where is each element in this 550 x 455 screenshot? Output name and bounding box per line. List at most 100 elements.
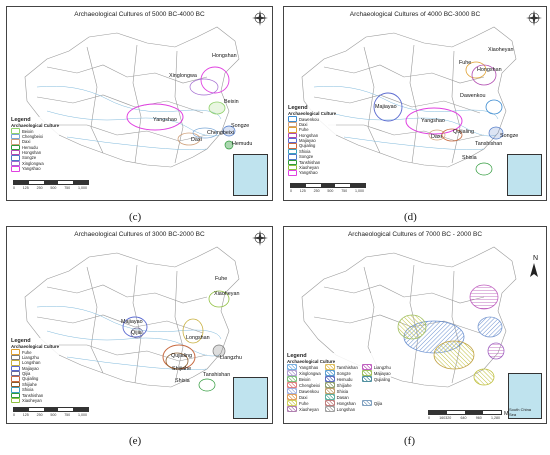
- inset-south-china-sea: South China Sea: [508, 373, 542, 419]
- scale-tick-label: 750: [341, 188, 348, 193]
- legend-item: Liangzhu: [361, 364, 391, 371]
- legend-swatch: [324, 400, 335, 407]
- legend-item-label: Tanshishan: [22, 392, 44, 398]
- legend-item-label: Daxi: [299, 121, 308, 127]
- legend-item-label: Liangzhu: [373, 364, 391, 370]
- legend-item: Qujialing: [288, 143, 336, 149]
- legend-item: Songze: [324, 370, 358, 377]
- legend-item: Qijia: [11, 370, 59, 377]
- legend-item: Shixia: [11, 387, 59, 393]
- legend-subtitle: Archaeological Culture: [288, 111, 337, 116]
- map-label-daxi: Daxi: [431, 134, 442, 140]
- legend-items: YangShao Tanshishan Liangzhu Xinglongwa Song…: [287, 364, 391, 413]
- map-label-hongshan: Hongshan: [477, 67, 502, 73]
- legend-item: Majiayao: [361, 370, 391, 377]
- legend-item: Qujialing: [361, 376, 391, 383]
- legend-swatch: [287, 406, 297, 413]
- legend-swatch: [11, 392, 20, 398]
- legend-item-label: Beixin: [299, 376, 311, 382]
- map-label-shixia: Shixia: [175, 378, 190, 384]
- legend-item: Tanshishan: [324, 364, 358, 371]
- legend-item: Qujialing: [11, 376, 59, 382]
- legend-item: Longshan: [11, 360, 59, 366]
- scale-tick-label: 0: [13, 185, 15, 190]
- region-qujialing: [441, 128, 463, 142]
- legend-item-label: Chengbeixi: [22, 133, 43, 139]
- scale-tick-label: 500: [327, 188, 334, 193]
- legend-swatch: [287, 364, 297, 371]
- legend-item-label: Songze: [22, 155, 37, 161]
- map-label-qujialing: Qujialing: [453, 129, 474, 135]
- legend-item: Fuhe: [288, 127, 336, 133]
- map-legend: Legend Archaeological Culture Fuhe Liangz…: [11, 338, 60, 404]
- legend-swatch: [361, 364, 372, 371]
- legend-swatch: [324, 376, 335, 383]
- scale-labels: 0 160320 640 960 1,280: [428, 416, 500, 420]
- legend-item-label: Tanshishan: [299, 159, 321, 165]
- map-panel-f: Archaeological Cultures of 7000 BC - 200…: [283, 226, 547, 424]
- scale-tick-label: 125: [299, 188, 306, 193]
- legend-item-label: Shijiahe: [336, 382, 352, 388]
- legend-subtitle: Archaeological Culture: [11, 123, 60, 128]
- scale-tick-label: 500: [50, 185, 57, 190]
- map-label-liangzhu: Liangzhu: [220, 355, 242, 361]
- legend-item-label: Qujialing: [373, 376, 391, 382]
- map-label-fuhe: Fuhe: [215, 276, 228, 282]
- legend-item: Tanshishan: [11, 392, 59, 398]
- legend-item: Beixin: [11, 128, 59, 134]
- map-title: Archaeological Cultures of 3000 BC-2000 …: [74, 231, 205, 238]
- region-xinglongwa: [189, 78, 219, 96]
- legend-swatch: [288, 154, 297, 160]
- legend-item-label: Shixia: [336, 388, 349, 394]
- region-daxi: [428, 129, 446, 141]
- map-c-canvas: [24, 26, 240, 168]
- map-label-fuhe: Fuhe: [459, 60, 472, 66]
- legend-item: Chengbeixi: [11, 133, 59, 140]
- legend-item: Dawenkou: [287, 388, 321, 395]
- compass-rose-icon: [252, 230, 268, 246]
- panel-caption-d: (d): [404, 211, 417, 223]
- legend-swatch: [11, 365, 20, 371]
- legend-swatch: [11, 139, 20, 145]
- legend-item: Daxi: [288, 121, 336, 128]
- legend-item: Xinglongwa: [287, 370, 321, 377]
- legend-swatch: [287, 394, 297, 401]
- legend-item-label: Qujialing: [299, 143, 316, 149]
- legend-swatch: [11, 128, 20, 134]
- legend-swatch: [287, 376, 297, 383]
- legend-swatch: [324, 364, 335, 371]
- scale-tick-label: 160320: [439, 415, 452, 420]
- legend-item: Shijiahe: [11, 381, 59, 388]
- map-label-hemudu: Hemudu: [232, 141, 253, 147]
- legend-item: Majiayao: [288, 137, 336, 144]
- map-label-tanshishan: Tanshishan: [475, 141, 503, 147]
- panel-caption-f: (f): [404, 435, 415, 447]
- map-label-xinglongwa: Xinglongwa: [169, 73, 197, 79]
- map-e-canvas: [24, 246, 240, 392]
- legend-title: Legend: [287, 353, 307, 359]
- legend-item-label: Xiaoheyan: [299, 406, 319, 412]
- legend-item: Yangshao: [11, 166, 59, 172]
- scale-tick-label: 0: [428, 415, 430, 420]
- legend-item: Qijia: [361, 400, 391, 407]
- map-label-hongshan: Hongshan: [212, 53, 237, 59]
- scale-tick-label: 125: [22, 412, 29, 417]
- region-fuhe: [465, 61, 487, 79]
- legend-swatch: [288, 148, 297, 155]
- legend-swatch: [287, 382, 297, 389]
- legend-item: Shixia: [288, 148, 336, 155]
- legend-title: Legend: [11, 338, 31, 344]
- legend-item: Shijiahe: [324, 382, 358, 389]
- map-label-shixia: Shixia: [462, 155, 477, 161]
- legend-item-label: Dawenkou: [299, 388, 319, 394]
- map-label-dawenkou: Dawenkou: [460, 93, 486, 99]
- legend-item: Hemudu: [11, 144, 59, 150]
- inset-south-china-sea: [233, 154, 268, 196]
- legend-item-label: Longshan: [336, 406, 356, 412]
- region-songze: [487, 342, 505, 360]
- region-yangshao: [405, 107, 463, 135]
- legend-item-label: Shixia: [299, 148, 311, 154]
- legend-swatch: [11, 149, 20, 156]
- region-majiayao: [122, 316, 148, 338]
- legend-item-label: Hongshan: [336, 400, 356, 406]
